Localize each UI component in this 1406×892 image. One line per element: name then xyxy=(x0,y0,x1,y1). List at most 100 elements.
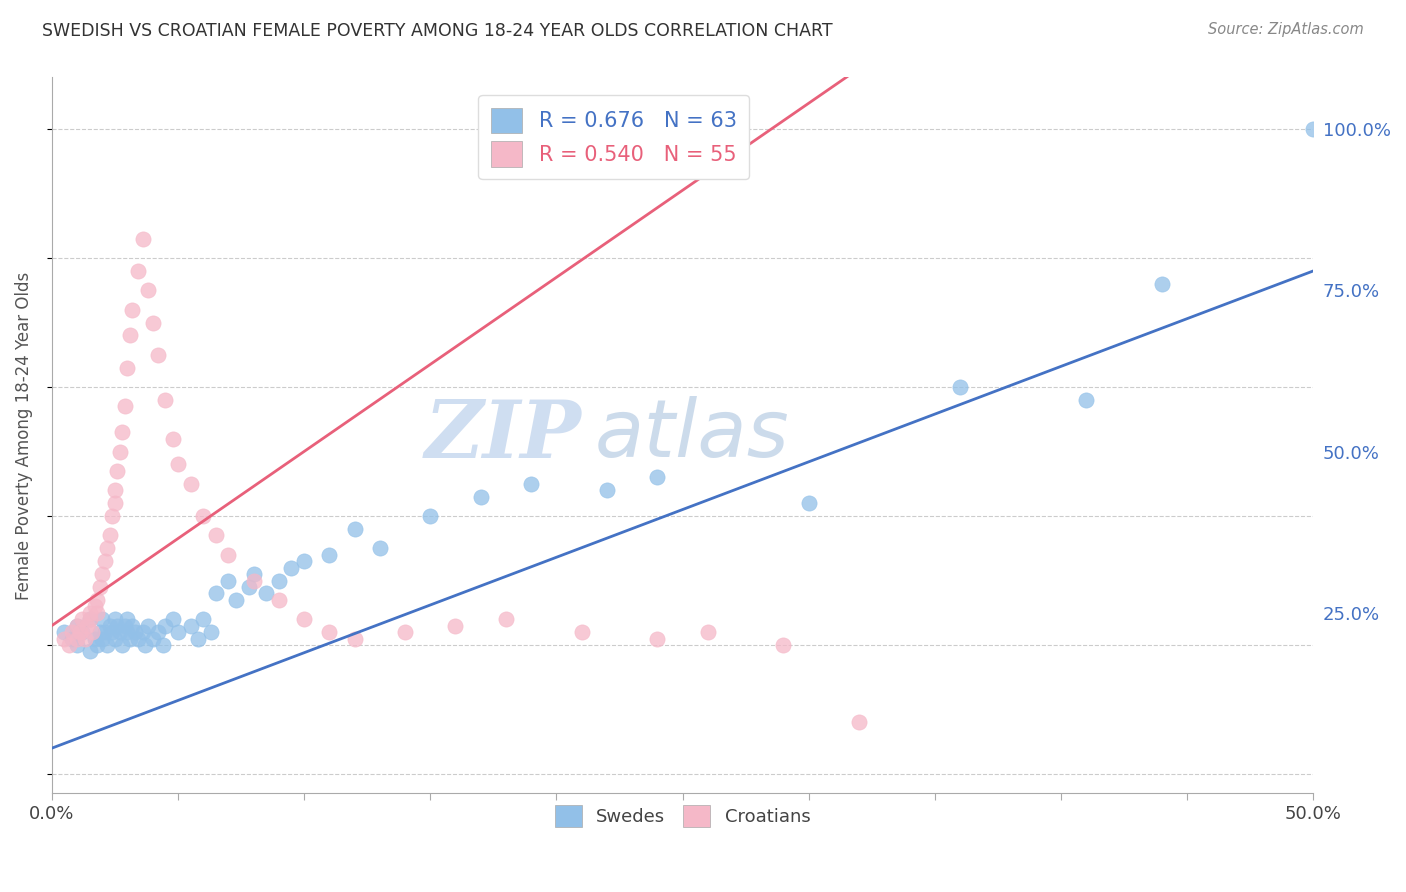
Point xyxy=(108,444,131,458)
Point xyxy=(394,625,416,640)
Point xyxy=(86,638,108,652)
Point xyxy=(79,606,101,620)
Point xyxy=(104,496,127,510)
Point xyxy=(101,625,124,640)
Point xyxy=(93,554,115,568)
Point xyxy=(180,618,202,632)
Point xyxy=(254,586,277,600)
Point xyxy=(53,625,76,640)
Point xyxy=(104,483,127,498)
Point xyxy=(495,612,517,626)
Point xyxy=(69,625,91,640)
Point xyxy=(142,316,165,330)
Point xyxy=(98,528,121,542)
Point xyxy=(79,612,101,626)
Point xyxy=(53,632,76,646)
Point xyxy=(105,464,128,478)
Point xyxy=(217,548,239,562)
Point xyxy=(131,232,153,246)
Point xyxy=(89,580,111,594)
Point xyxy=(114,400,136,414)
Point xyxy=(117,360,139,375)
Point xyxy=(152,638,174,652)
Point xyxy=(343,522,366,536)
Point xyxy=(101,508,124,523)
Point xyxy=(127,264,149,278)
Point xyxy=(1076,392,1098,407)
Point xyxy=(204,586,226,600)
Point xyxy=(200,625,222,640)
Point xyxy=(167,625,190,640)
Point xyxy=(66,638,89,652)
Point xyxy=(91,567,114,582)
Point xyxy=(949,380,972,394)
Point xyxy=(79,644,101,658)
Point xyxy=(76,618,98,632)
Point xyxy=(470,490,492,504)
Point xyxy=(225,592,247,607)
Point xyxy=(142,632,165,646)
Point xyxy=(108,625,131,640)
Point xyxy=(60,632,83,646)
Point xyxy=(117,612,139,626)
Point xyxy=(93,625,115,640)
Point xyxy=(204,528,226,542)
Point xyxy=(444,618,467,632)
Point xyxy=(318,548,340,562)
Point xyxy=(596,483,619,498)
Point xyxy=(191,612,214,626)
Point xyxy=(645,632,668,646)
Point xyxy=(1150,277,1173,291)
Point xyxy=(121,302,143,317)
Point xyxy=(368,541,391,556)
Point xyxy=(242,574,264,588)
Point xyxy=(89,625,111,640)
Point xyxy=(848,715,870,730)
Point xyxy=(292,612,315,626)
Point xyxy=(343,632,366,646)
Text: atlas: atlas xyxy=(595,396,789,475)
Point xyxy=(104,612,127,626)
Point xyxy=(91,612,114,626)
Point xyxy=(136,618,159,632)
Point xyxy=(127,632,149,646)
Text: Source: ZipAtlas.com: Source: ZipAtlas.com xyxy=(1208,22,1364,37)
Point xyxy=(118,632,141,646)
Point xyxy=(167,458,190,472)
Point xyxy=(419,508,441,523)
Point xyxy=(292,554,315,568)
Point xyxy=(155,618,177,632)
Point xyxy=(60,625,83,640)
Point xyxy=(111,425,134,439)
Point xyxy=(162,432,184,446)
Point xyxy=(146,348,169,362)
Point xyxy=(98,618,121,632)
Text: SWEDISH VS CROATIAN FEMALE POVERTY AMONG 18-24 YEAR OLDS CORRELATION CHART: SWEDISH VS CROATIAN FEMALE POVERTY AMONG… xyxy=(42,22,832,40)
Point xyxy=(1302,122,1324,136)
Point xyxy=(696,625,718,640)
Point xyxy=(187,632,209,646)
Point xyxy=(180,476,202,491)
Point xyxy=(124,625,146,640)
Point xyxy=(114,618,136,632)
Point xyxy=(66,632,89,646)
Point xyxy=(162,612,184,626)
Point xyxy=(571,625,593,640)
Point xyxy=(83,599,105,614)
Point xyxy=(155,392,177,407)
Point xyxy=(91,632,114,646)
Point xyxy=(267,592,290,607)
Point xyxy=(217,574,239,588)
Point xyxy=(191,508,214,523)
Point xyxy=(117,625,139,640)
Point xyxy=(83,632,105,646)
Point xyxy=(645,470,668,484)
Y-axis label: Female Poverty Among 18-24 Year Olds: Female Poverty Among 18-24 Year Olds xyxy=(15,271,32,599)
Point xyxy=(772,638,794,652)
Point xyxy=(104,632,127,646)
Point xyxy=(70,625,93,640)
Point xyxy=(121,618,143,632)
Point xyxy=(58,638,80,652)
Point xyxy=(96,541,118,556)
Point xyxy=(131,625,153,640)
